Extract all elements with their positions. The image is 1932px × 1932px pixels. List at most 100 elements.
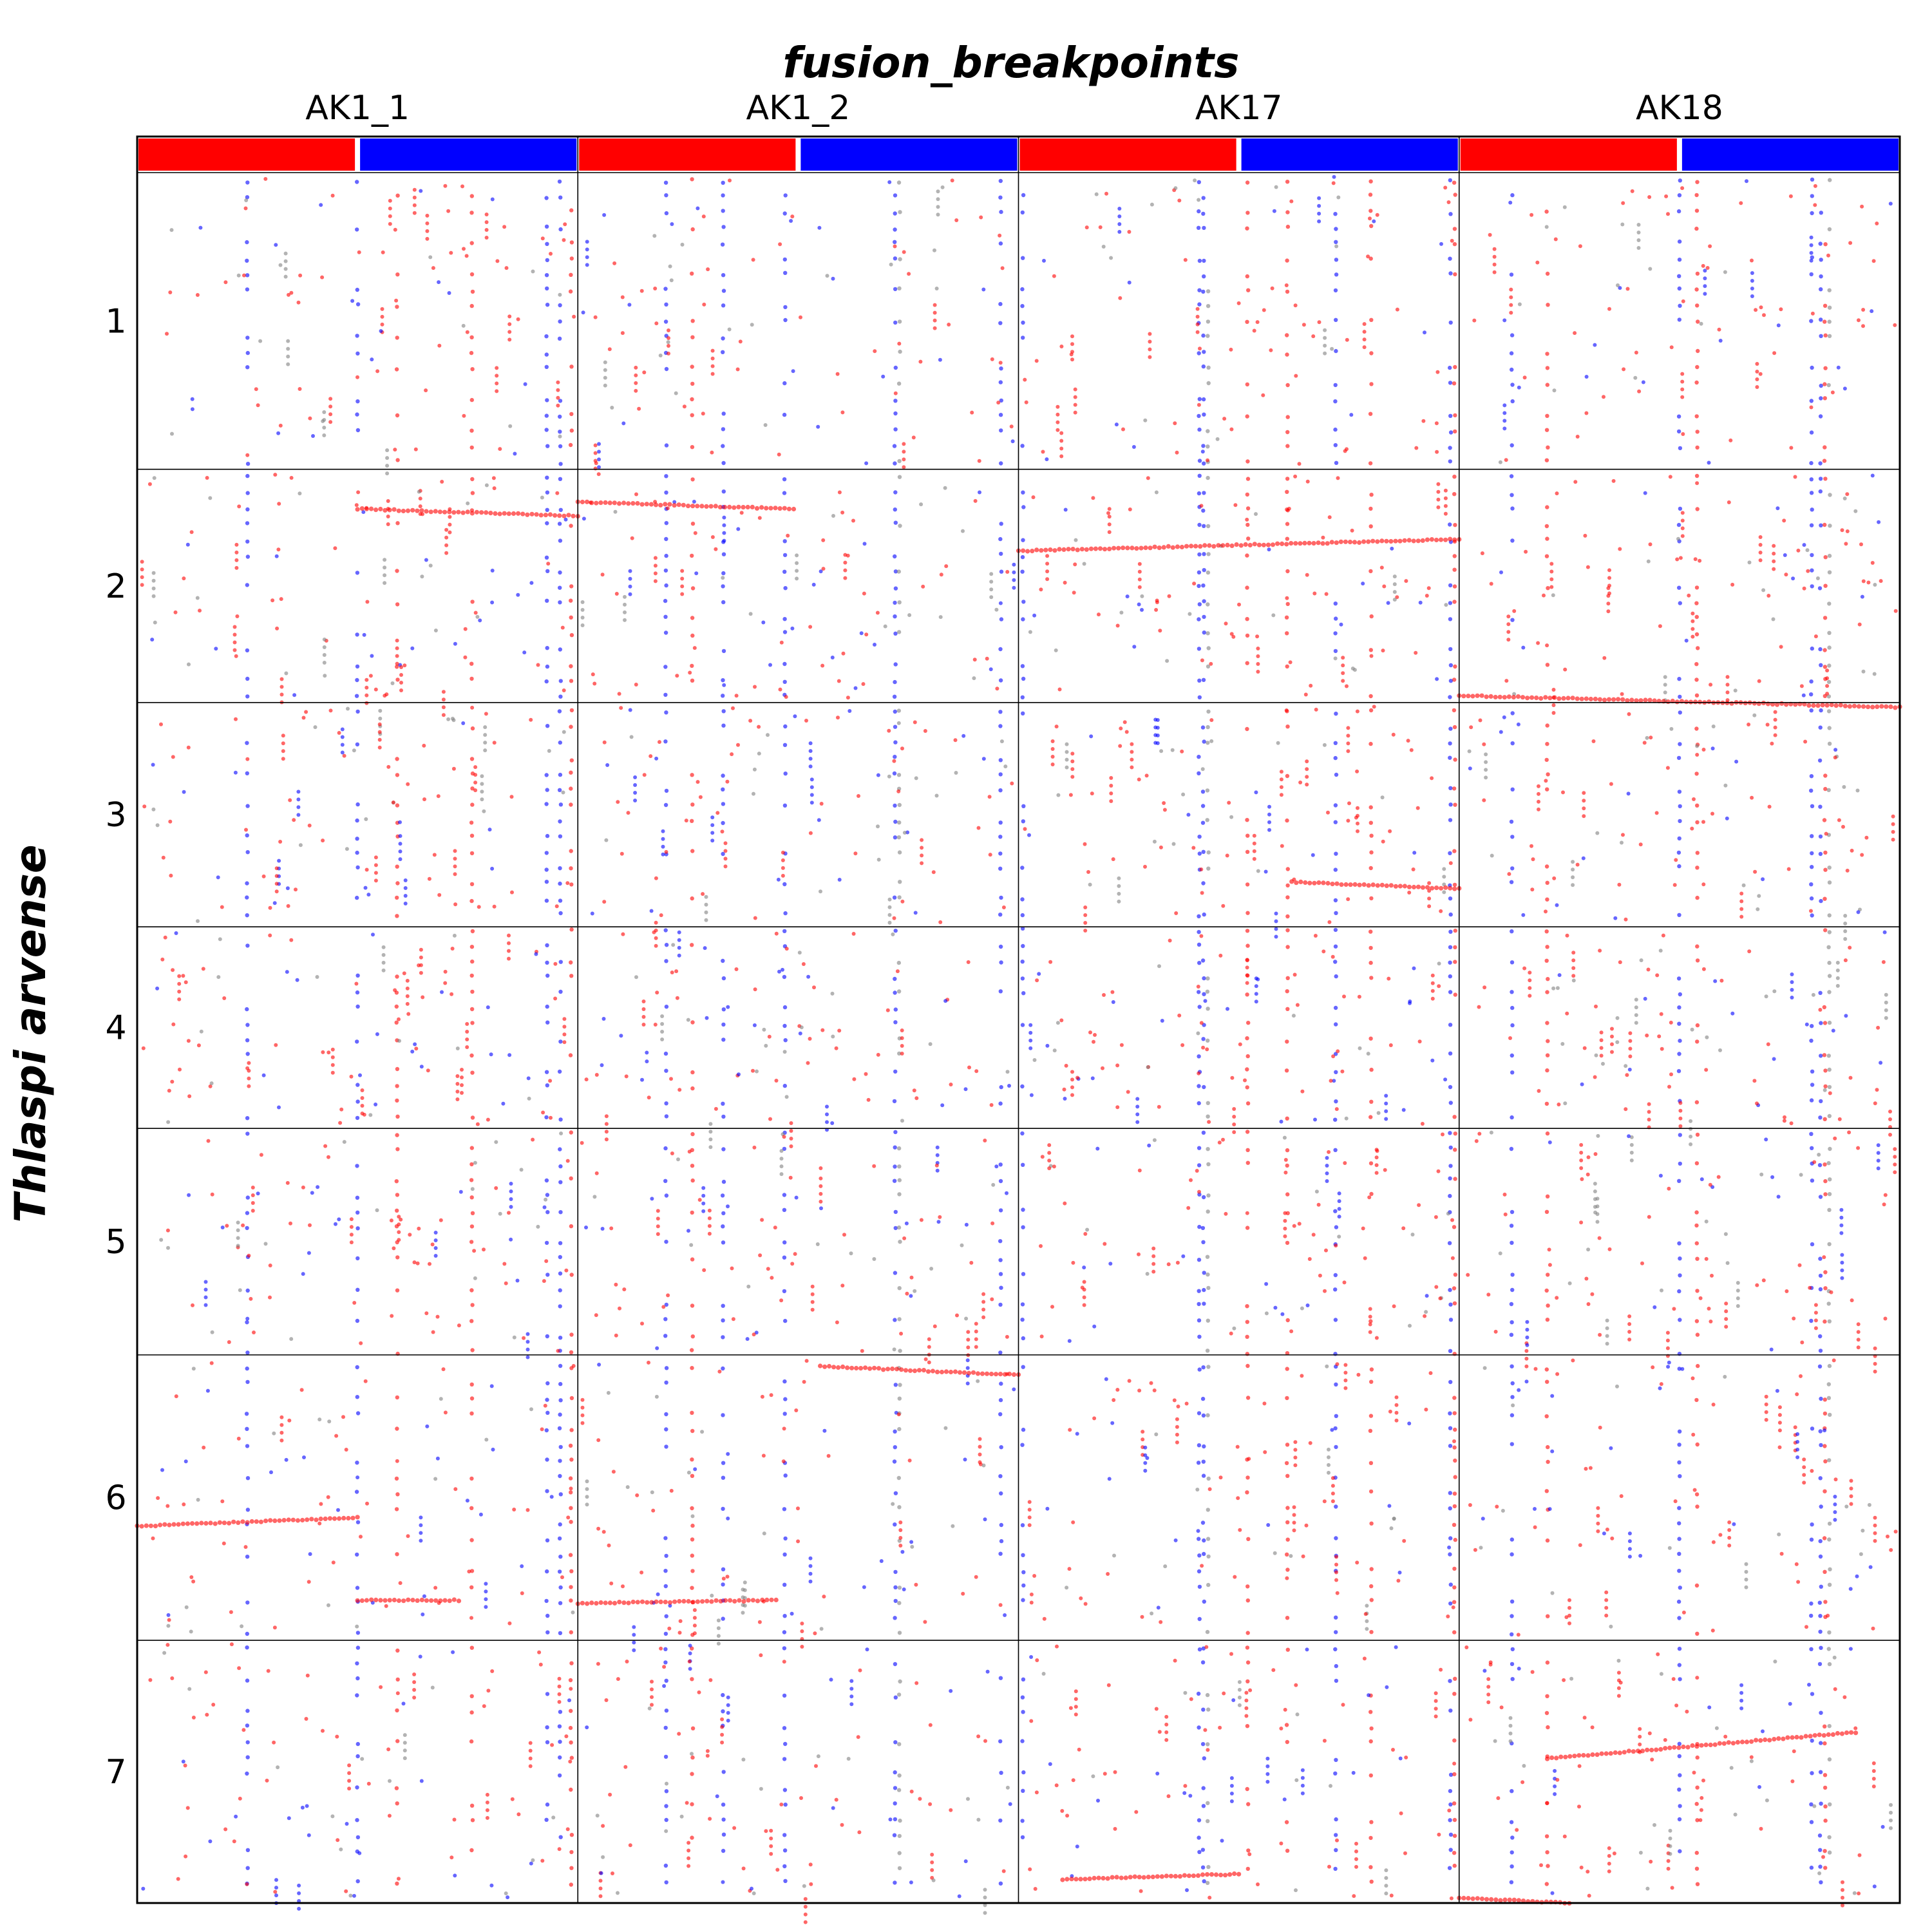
band-point	[568, 289, 573, 294]
scatter-point	[1638, 842, 1643, 847]
scatter-point	[1356, 821, 1359, 826]
scatter-point	[1660, 1046, 1664, 1051]
scatter-point	[417, 1226, 421, 1231]
band-point	[1333, 1771, 1338, 1776]
scatter-point	[1745, 179, 1748, 184]
band-point	[1368, 256, 1373, 261]
scatter-point	[1627, 712, 1631, 716]
scatter-point	[1005, 1070, 1010, 1074]
band-point	[1448, 1164, 1453, 1168]
scatter-point	[981, 1292, 986, 1296]
scatter-point	[1649, 735, 1653, 740]
scatter-point	[1157, 1730, 1162, 1734]
scatter-point	[1256, 869, 1260, 873]
band-point	[1827, 866, 1832, 870]
scatter-point	[387, 1814, 392, 1818]
band-point	[1448, 617, 1453, 621]
band-point	[1828, 1177, 1832, 1182]
scatter-point	[1809, 251, 1814, 255]
band-point	[1197, 413, 1201, 419]
scatter-point	[1173, 1658, 1177, 1663]
band-point	[721, 802, 726, 806]
scatter-point	[397, 1877, 401, 1881]
scatter-point	[1876, 1025, 1880, 1030]
scatter-point	[484, 483, 489, 488]
band-point	[1509, 880, 1514, 884]
band-point	[1678, 1273, 1682, 1278]
scatter-point	[610, 406, 614, 410]
scatter-point	[185, 542, 190, 547]
band-point	[1809, 788, 1814, 793]
scatter-point	[151, 578, 156, 583]
band-point	[999, 895, 1003, 900]
band-point	[1827, 990, 1832, 994]
band-point	[783, 724, 788, 729]
band-point	[1285, 352, 1289, 357]
scatter-point	[1229, 1331, 1233, 1336]
scatter-point	[1848, 1075, 1853, 1080]
scatter-point	[650, 1197, 654, 1201]
scatter-point	[572, 314, 576, 319]
scatter-point	[819, 1206, 823, 1211]
scatter-point	[1398, 1756, 1403, 1761]
scatter-point	[1070, 767, 1075, 772]
scatter-point	[485, 1792, 489, 1797]
band-point	[1206, 664, 1211, 669]
band-point	[1246, 1021, 1251, 1025]
scatter-point	[692, 1608, 697, 1613]
scatter-point	[480, 774, 484, 779]
band-point	[1369, 614, 1374, 619]
band-point	[782, 1848, 788, 1853]
scatter-point	[1175, 450, 1179, 455]
band-point	[690, 1506, 694, 1511]
band-point	[1202, 1538, 1206, 1543]
scatter-point	[704, 895, 708, 899]
scatter-point	[419, 963, 423, 967]
scatter-point	[1882, 930, 1887, 934]
scatter-point	[1446, 1211, 1450, 1216]
band-point	[355, 1676, 360, 1681]
scatter-point	[1273, 1551, 1277, 1555]
scatter-point	[1037, 972, 1041, 976]
band-point	[897, 1286, 902, 1291]
band-point	[1810, 1179, 1815, 1183]
band-point	[1334, 911, 1338, 916]
scatter-point	[1177, 198, 1182, 203]
band-point	[558, 1180, 563, 1184]
scatter-point	[864, 461, 869, 466]
scatter-point	[1155, 600, 1159, 605]
scatter-point	[983, 1739, 987, 1743]
scatter-point	[1060, 1809, 1065, 1813]
band-point	[782, 1833, 787, 1837]
scatter-point	[596, 472, 601, 477]
scatter-point	[289, 476, 294, 480]
scatter-point	[362, 632, 366, 637]
scatter-point	[606, 1390, 611, 1395]
band-point	[1695, 445, 1700, 450]
band-point	[558, 1241, 563, 1245]
scatter-point	[752, 1332, 756, 1337]
scatter-point	[509, 1197, 513, 1201]
band-point	[721, 1179, 726, 1184]
scatter-point	[751, 1068, 755, 1073]
scatter-point	[752, 767, 757, 772]
scatter-point	[350, 299, 355, 303]
band-point	[690, 365, 694, 369]
scatter-point	[1059, 1018, 1064, 1023]
scatter-point	[1028, 1023, 1033, 1027]
band-point	[897, 1178, 902, 1182]
scatter-point	[820, 1028, 825, 1032]
scatter-point	[191, 1367, 196, 1371]
band-point	[544, 1070, 549, 1074]
band-point	[782, 1289, 787, 1294]
scatter-point	[1237, 1703, 1242, 1707]
band-point	[1020, 1835, 1025, 1840]
band-point	[1823, 1162, 1827, 1167]
scatter-point	[815, 1242, 820, 1246]
scatter-point	[701, 214, 706, 219]
band-point	[355, 1411, 361, 1416]
scatter-point	[1382, 584, 1387, 589]
band-point	[1510, 367, 1514, 372]
scatter-point	[383, 573, 387, 578]
band-point	[998, 647, 1003, 652]
